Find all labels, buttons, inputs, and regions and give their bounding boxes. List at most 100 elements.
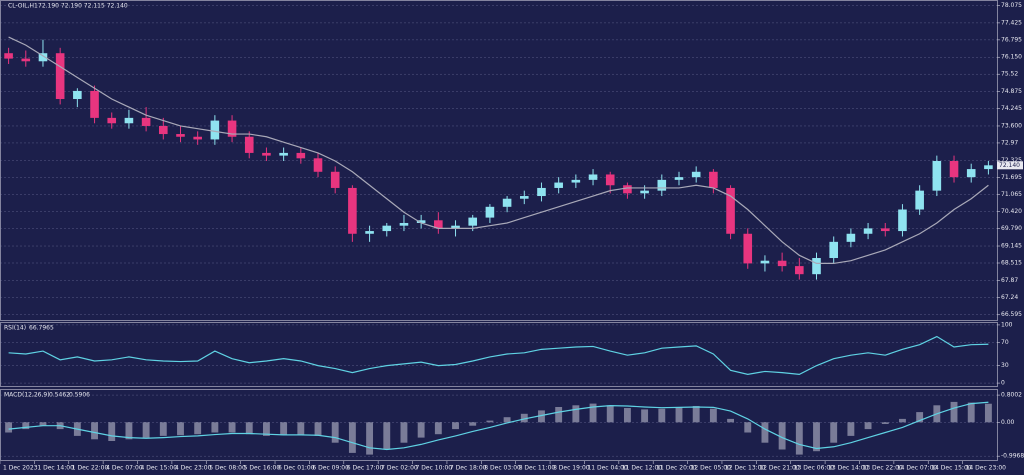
y-tick-label: 68.515 (1001, 260, 1022, 267)
candle-body (966, 169, 976, 178)
candle-body (107, 117, 117, 124)
x-tick-label: 14 Dec 07:00 (897, 465, 938, 472)
macd-bar (950, 401, 958, 423)
candle-body (73, 90, 82, 100)
candle-body (812, 258, 821, 275)
candle-body (485, 206, 495, 218)
candle-body (519, 196, 529, 199)
y-tick-label: -0.9968 (1001, 453, 1024, 460)
macd-bar (899, 418, 906, 423)
macd-bar (555, 407, 563, 423)
macd-bar (572, 405, 580, 423)
candle-body (382, 225, 392, 232)
x-tick-label: 5 Dec 16:00 (244, 465, 281, 472)
candle-body (984, 165, 993, 170)
x-tick-label: 1 Dec 14:00 (37, 465, 74, 472)
y-tick-label: 75.52 (1001, 71, 1018, 78)
macd-bar (91, 422, 98, 440)
candle-body (262, 152, 271, 156)
candle-body (399, 222, 409, 226)
macd-bar (125, 422, 133, 440)
ohlc-header: 72.190 72.190 72.115 72.140 (38, 3, 128, 10)
macd-bar (486, 420, 494, 423)
candle-body (21, 58, 31, 62)
rsi-value: 66.7965 (29, 325, 54, 332)
candle-body (949, 161, 959, 178)
x-tick-label: 8 Dec 19:00 (553, 465, 590, 472)
macd-bar (984, 403, 992, 423)
macd-bar (709, 408, 717, 423)
candle-body (38, 53, 48, 62)
macd-bar (108, 422, 116, 441)
candle-body (605, 174, 615, 186)
x-tick-label: 7 Dec 02:00 (381, 465, 418, 472)
macd-bar (417, 422, 425, 438)
candle-body (141, 117, 151, 126)
candle-body (777, 260, 787, 267)
candle-body (623, 185, 632, 194)
macd-bar (22, 422, 30, 430)
x-tick-label: 13 Dec 14:00 (828, 465, 869, 472)
macd-bar (916, 412, 924, 423)
candle-body (709, 171, 718, 188)
candle-body (932, 161, 942, 191)
macd-bar (331, 422, 339, 443)
candle-body (416, 220, 426, 223)
x-tick-label: 7 Dec 18:00 (450, 465, 487, 472)
candle-body (159, 125, 168, 135)
rsi-panel-frame (0, 322, 998, 387)
macd-bar (194, 422, 202, 435)
macd-bar (538, 410, 545, 423)
x-tick-label: 11 Dec 20:00 (656, 465, 697, 472)
candle-body (193, 136, 202, 140)
y-tick-label: 77.425 (1001, 19, 1022, 26)
x-tick-label: 8 Dec 11:00 (519, 465, 556, 472)
macd-bar (744, 422, 752, 433)
candle-body (554, 182, 563, 188)
x-tick-label: 6 Dec 01:00 (278, 465, 315, 472)
candle-body (674, 177, 684, 180)
y-tick-label: 74.245 (1001, 105, 1022, 112)
macd-panel-frame (0, 389, 998, 461)
candle-body (743, 233, 753, 264)
candle-body (90, 90, 99, 118)
macd-bar (813, 422, 820, 452)
x-tick-label: 4 Dec 23:00 (175, 465, 212, 472)
x-tick-label: 6 Dec 09:00 (312, 465, 349, 472)
x-tick-label: 14 Dec 15:00 (931, 465, 972, 472)
x-tick-label: 1 Dec 22:00 (72, 465, 109, 472)
macd-bar (469, 422, 477, 426)
x-tick-label: 12 Dec 13:00 (725, 465, 766, 472)
macd-bar (881, 422, 889, 424)
x-tick-label: 6 Dec 17:00 (347, 465, 384, 472)
macd-bar (623, 408, 631, 423)
candle-body (313, 158, 323, 172)
x-tick-label: 8 Dec 03:00 (484, 465, 521, 472)
x-tick-label: 14 Dec 23:00 (966, 465, 1007, 472)
y-tick-label: 76.795 (1001, 36, 1022, 43)
macd-bar (967, 402, 975, 423)
macd-bar (297, 422, 305, 435)
y-tick-label: 72.325 (1001, 157, 1022, 164)
candle-body (898, 209, 907, 232)
macd-bar (263, 422, 270, 436)
macd-bar (675, 407, 683, 423)
candle-body (537, 187, 546, 197)
macd-bar (658, 408, 666, 423)
y-tick-label: 70 (1001, 339, 1009, 346)
y-tick-label: 72.97 (1001, 139, 1018, 146)
candle-body (588, 174, 598, 180)
macd-bar (228, 422, 236, 433)
y-tick-label: 0.00 (1001, 419, 1015, 426)
macd-bar (847, 422, 855, 436)
macd-bar (864, 422, 872, 430)
macd-bar (280, 422, 288, 436)
x-tick-label: 5 Dec 08:00 (209, 465, 246, 472)
candle-body (227, 120, 237, 137)
y-tick-label: 66.595 (1001, 311, 1022, 318)
macd-bar (314, 422, 322, 436)
candle-body (365, 231, 374, 234)
y-tick-label: 74.875 (1001, 88, 1022, 95)
